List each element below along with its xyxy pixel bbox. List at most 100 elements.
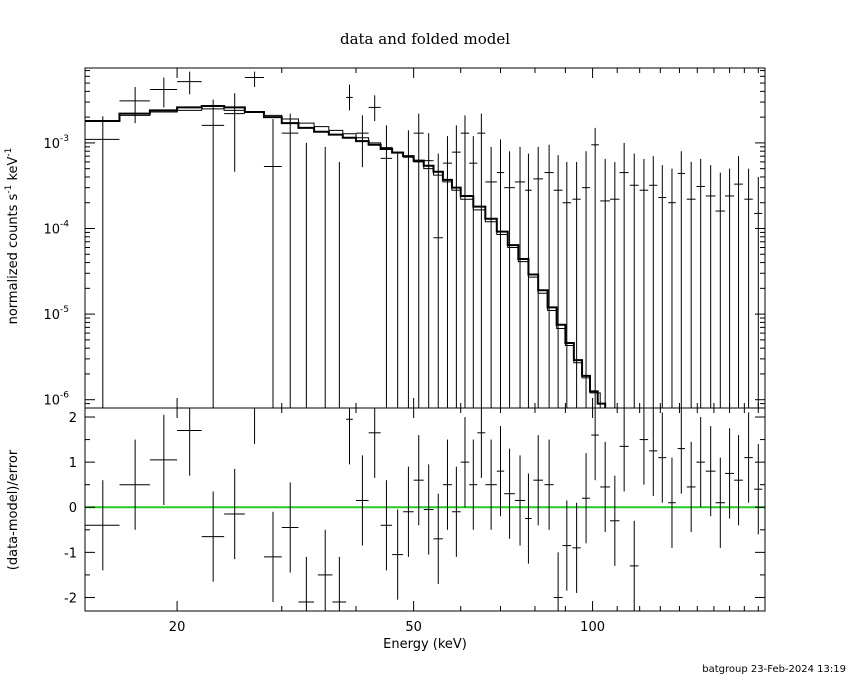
data-point	[639, 158, 649, 408]
data-point	[224, 93, 245, 172]
residual-point	[677, 408, 685, 494]
residual-point	[201, 491, 225, 582]
residual-point	[649, 408, 658, 496]
residual-point	[629, 520, 639, 611]
residual-point	[504, 448, 515, 539]
residual-point	[356, 455, 369, 546]
chart-title: data and folded model	[340, 30, 510, 48]
data-point	[734, 156, 743, 408]
data-point	[403, 130, 414, 408]
residual-point	[658, 412, 667, 503]
residual-point	[413, 435, 424, 526]
data-point	[332, 161, 347, 409]
data-point	[686, 161, 696, 408]
residual-point	[403, 466, 414, 557]
residual-point	[346, 408, 353, 465]
data-point	[346, 84, 353, 111]
residual-point	[485, 439, 497, 530]
data-point	[281, 113, 299, 408]
bottom-y-tick-label: 2	[69, 411, 77, 426]
data-point	[562, 161, 572, 408]
residual-point	[572, 502, 581, 593]
bottom-y-axis-label: (data-model)/error	[6, 449, 21, 570]
data-point	[715, 172, 725, 408]
data-point	[582, 151, 590, 408]
data-point	[317, 146, 333, 409]
residual-point	[332, 556, 347, 611]
bottom-y-tick-label: -2	[64, 591, 77, 606]
residual-point	[591, 408, 599, 481]
data-point	[380, 125, 393, 408]
residual-point	[544, 439, 554, 530]
data-point	[356, 115, 369, 168]
data-point	[619, 142, 629, 408]
residual-point	[533, 435, 543, 526]
residual-point	[392, 509, 404, 600]
residual-point	[496, 426, 505, 517]
residual-point	[244, 407, 264, 445]
residual-point	[705, 426, 716, 517]
data-point	[149, 77, 178, 108]
bottom-y-tick-label: 0	[69, 501, 77, 516]
residual-point	[380, 480, 393, 571]
residual-point	[368, 408, 381, 478]
residual-point	[734, 435, 743, 526]
top-y-tick-label: 10-5	[43, 305, 69, 323]
data-point	[649, 156, 658, 408]
data-point	[514, 146, 526, 408]
x-tick-label: 20	[169, 620, 186, 635]
data-point	[677, 151, 685, 408]
data-point	[544, 144, 554, 408]
data-point	[572, 161, 581, 408]
data-point	[658, 165, 667, 408]
residual-point	[298, 556, 315, 611]
data-point	[263, 119, 282, 408]
residual-point	[668, 457, 676, 548]
residual-point	[224, 468, 245, 560]
residual-point	[423, 464, 434, 555]
top-y-tick-label: 10-6	[43, 391, 69, 409]
x-axis-label: Energy (keV)	[383, 637, 467, 652]
data-point	[610, 161, 620, 408]
data-point	[724, 168, 735, 408]
data-point	[442, 136, 452, 408]
residual-point	[600, 441, 611, 533]
residual-point	[460, 417, 470, 508]
residual-point	[754, 444, 763, 535]
data-point	[504, 151, 515, 408]
residual-point	[442, 439, 452, 530]
data-point	[298, 142, 315, 409]
data-point	[413, 113, 424, 408]
residual-point	[715, 457, 725, 548]
data-point	[469, 136, 478, 408]
model-step-line-thick	[85, 104, 607, 408]
residual-point	[85, 480, 120, 571]
residual-point	[451, 466, 461, 557]
data-point	[85, 116, 120, 408]
data-point	[591, 127, 599, 408]
residual-point	[263, 511, 282, 602]
data-point	[705, 165, 716, 408]
data-point	[754, 176, 763, 408]
residual-point	[582, 453, 590, 544]
x-tick-label: 100	[580, 620, 605, 635]
data-point	[668, 168, 676, 408]
residual-point	[696, 417, 705, 508]
data-point	[477, 113, 486, 408]
data-point	[496, 139, 505, 408]
data-point	[177, 71, 202, 95]
data-point	[525, 153, 532, 408]
data-point	[696, 158, 705, 408]
residual-point	[469, 439, 478, 530]
data-point	[201, 99, 225, 408]
residual-point	[149, 414, 178, 505]
data-point	[244, 71, 264, 87]
top-y-tick-label: 10-3	[43, 134, 69, 152]
bottom-panel-frame	[84, 407, 766, 612]
top-y-tick-label: 10-4	[43, 220, 69, 238]
residual-point	[514, 455, 526, 546]
data-point	[368, 95, 381, 122]
axis-ticks: 20 50 100 10-3 10-4 10-5 10-62 1 0 -1 -2	[43, 68, 765, 635]
x-tick-label: 50	[405, 620, 422, 635]
